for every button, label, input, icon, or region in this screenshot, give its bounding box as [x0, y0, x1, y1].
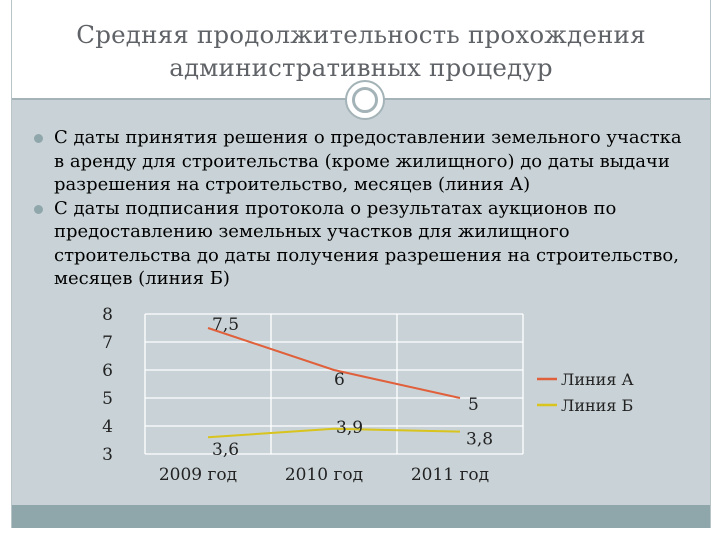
data-label: 6	[334, 370, 345, 390]
y-tick-label: 6	[102, 361, 113, 381]
data-label: 3,9	[336, 418, 363, 438]
data-label: 5	[468, 395, 479, 415]
bullet-list: С даты принятия решения о предоставлении…	[32, 126, 697, 291]
ring-ornament-icon	[345, 80, 385, 120]
bullet-item: С даты принятия решения о предоставлении…	[32, 126, 697, 197]
series-line	[207, 327, 461, 399]
bullet-dot-icon	[34, 204, 43, 214]
y-tick-label: 7	[102, 333, 113, 353]
data-label: 3,6	[212, 440, 239, 460]
slide: Средняя продолжительность прохождения ад…	[11, 0, 711, 528]
x-tick-label: 2011 год	[411, 465, 489, 485]
y-tick-label: 3	[102, 445, 113, 465]
bullet-item: С даты подписания протокола о результата…	[32, 197, 697, 291]
bullet-dot-icon	[34, 134, 43, 143]
legend-label: Линия А	[561, 370, 634, 389]
x-tick-label: 2009 год	[159, 465, 237, 485]
data-label: 7,5	[212, 315, 239, 335]
slide-title: Средняя продолжительность прохождения ад…	[76, 20, 646, 82]
footer-bar	[12, 505, 710, 528]
line-chart: 3 4 5 6 7 8 2009 год 2010 год 2011 год 7,5 6 5 3,6 3,…	[102, 305, 634, 485]
x-tick-label: 2010 год	[285, 465, 363, 485]
legend-label: Линия Б	[561, 396, 633, 415]
data-label: 3,8	[466, 430, 493, 450]
bullet-text: С даты принятия решения о предоставлении…	[54, 127, 682, 195]
y-tick-label: 8	[102, 305, 113, 325]
bullet-text: С даты подписания протокола о результата…	[54, 197, 679, 290]
series-line	[207, 427, 461, 439]
y-tick-label: 4	[102, 417, 113, 437]
y-tick-label: 5	[102, 389, 113, 409]
ring-ornament-inner	[352, 87, 378, 113]
